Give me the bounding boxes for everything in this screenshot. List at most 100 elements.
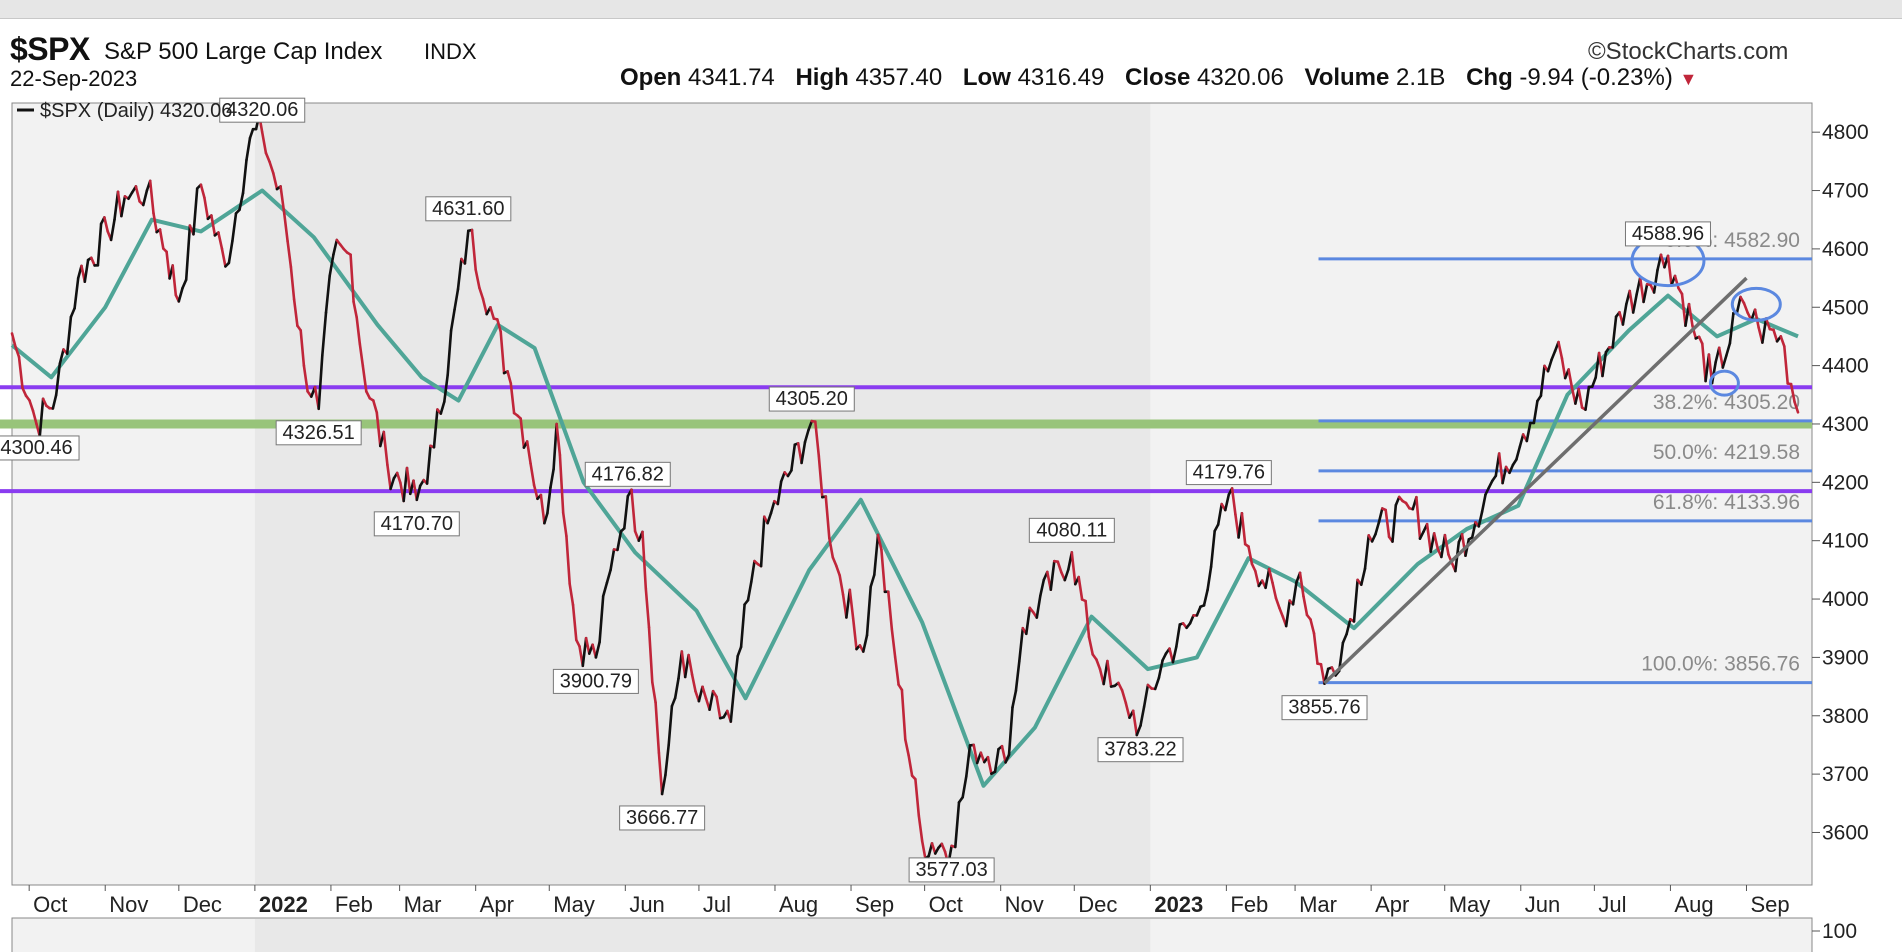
price-callout-box (908, 857, 995, 883)
x-tick-label: Nov (1005, 892, 1044, 917)
price-segment (609, 548, 616, 572)
price-segment (872, 533, 880, 577)
price-segment (851, 617, 858, 651)
price-segment (616, 530, 623, 552)
price-segment (1278, 606, 1285, 618)
lower-panel-tick-label: 100 (1822, 920, 1857, 943)
price-callout-label: 4326.51 (283, 422, 355, 444)
x-tick-label: 2023 (1154, 892, 1203, 917)
price-segment (886, 590, 894, 631)
price-segment (601, 581, 609, 598)
price-segment (90, 256, 96, 267)
price-segment (1735, 295, 1742, 315)
price-segment (217, 231, 224, 250)
price-segment (1056, 560, 1063, 574)
price-segment (1363, 534, 1370, 571)
price-segment (1171, 645, 1178, 664)
price-segment (1443, 533, 1450, 556)
price-segment (813, 420, 821, 458)
volume-value: 2.1B (1396, 64, 1446, 91)
low-label: Low (962, 64, 1011, 91)
price-segment (1567, 368, 1574, 390)
price-segment (766, 511, 773, 525)
price-segment (405, 466, 412, 496)
price-callout-box (1281, 695, 1368, 721)
price-segment (838, 574, 845, 597)
price-segment (1611, 315, 1618, 349)
price-segment (1518, 433, 1525, 449)
price-segment (1139, 704, 1146, 728)
price-segment (893, 656, 900, 687)
price-segment (827, 536, 835, 559)
x-tick-label: 2022 (259, 892, 308, 917)
fib-level-label: 100.0%: 3856.76 (1641, 653, 1800, 676)
fib-level-label: 50.0%: 4219.58 (1653, 441, 1800, 464)
price-segment (54, 362, 62, 397)
price-segment (1721, 354, 1728, 369)
price-segment (1007, 705, 1014, 757)
price-segment (1710, 360, 1717, 385)
price-segment (903, 738, 911, 758)
price-segment (1550, 349, 1557, 361)
price-segment (1557, 340, 1564, 360)
price-segment (1789, 382, 1796, 404)
price-segment (1497, 452, 1504, 485)
close-label: Close (1125, 64, 1191, 91)
price-segment (199, 183, 206, 199)
price-segment (1095, 658, 1102, 671)
price-segment (509, 382, 516, 415)
price-segment (953, 801, 961, 849)
price-callout-box (373, 511, 460, 537)
price-segment (1591, 376, 1597, 388)
price-segment (914, 777, 921, 817)
price-segment (148, 179, 155, 215)
price-segment (736, 645, 743, 658)
price-segment (320, 311, 328, 357)
price-segment (1312, 631, 1319, 665)
price-callout-label: 3666.77 (626, 807, 698, 829)
price-callout-label: 4320.06 (226, 99, 298, 121)
price-segment (260, 130, 268, 155)
price-segment (51, 393, 58, 410)
price-segment (1384, 508, 1391, 539)
down-triangle-icon: ▼ (1679, 69, 1698, 89)
lower-panel-shade (254, 919, 1151, 952)
volume-label: Volume (1304, 64, 1390, 91)
browser-top-bar (0, 0, 1902, 19)
price-segment (746, 580, 753, 602)
price-segment (352, 300, 359, 319)
price-callout-box (584, 461, 671, 487)
price-segment (630, 488, 637, 533)
price-segment (349, 253, 355, 304)
price-segment (715, 695, 722, 720)
x-tick-label: Jun (629, 892, 664, 917)
price-segment (1515, 445, 1522, 461)
legend-label: $SPX (Daily) 4320.06 (40, 100, 232, 122)
price-segment (1120, 688, 1128, 705)
price-segment (647, 625, 654, 684)
close-value: 4320.06 (1197, 64, 1284, 91)
price-segment (1063, 568, 1070, 582)
price-segment (1049, 559, 1056, 592)
brand-watermark[interactable]: ©StockCharts.com (1588, 38, 1789, 65)
price-segment (220, 247, 227, 268)
price-segment (1084, 599, 1091, 639)
price-segment (1341, 632, 1348, 645)
price-segment (920, 839, 927, 861)
price-callout-label: 4170.70 (381, 513, 453, 535)
price-segment (930, 842, 937, 855)
price-segment (165, 250, 171, 280)
y-tick-label: 4400 (1822, 355, 1869, 378)
price-callout-label: 3855.76 (1288, 697, 1360, 719)
price-segment (1666, 254, 1673, 287)
x-tick-label: Dec (183, 892, 222, 917)
price-segment (264, 151, 271, 164)
x-tick-label: Jul (1598, 892, 1626, 917)
price-segment (1728, 311, 1735, 345)
price-segment (605, 568, 612, 585)
low-value: 4316.49 (1017, 64, 1105, 91)
price-segment (203, 196, 210, 221)
price-segment (1560, 356, 1567, 380)
price-segment (525, 440, 532, 466)
price-segment (690, 673, 697, 693)
